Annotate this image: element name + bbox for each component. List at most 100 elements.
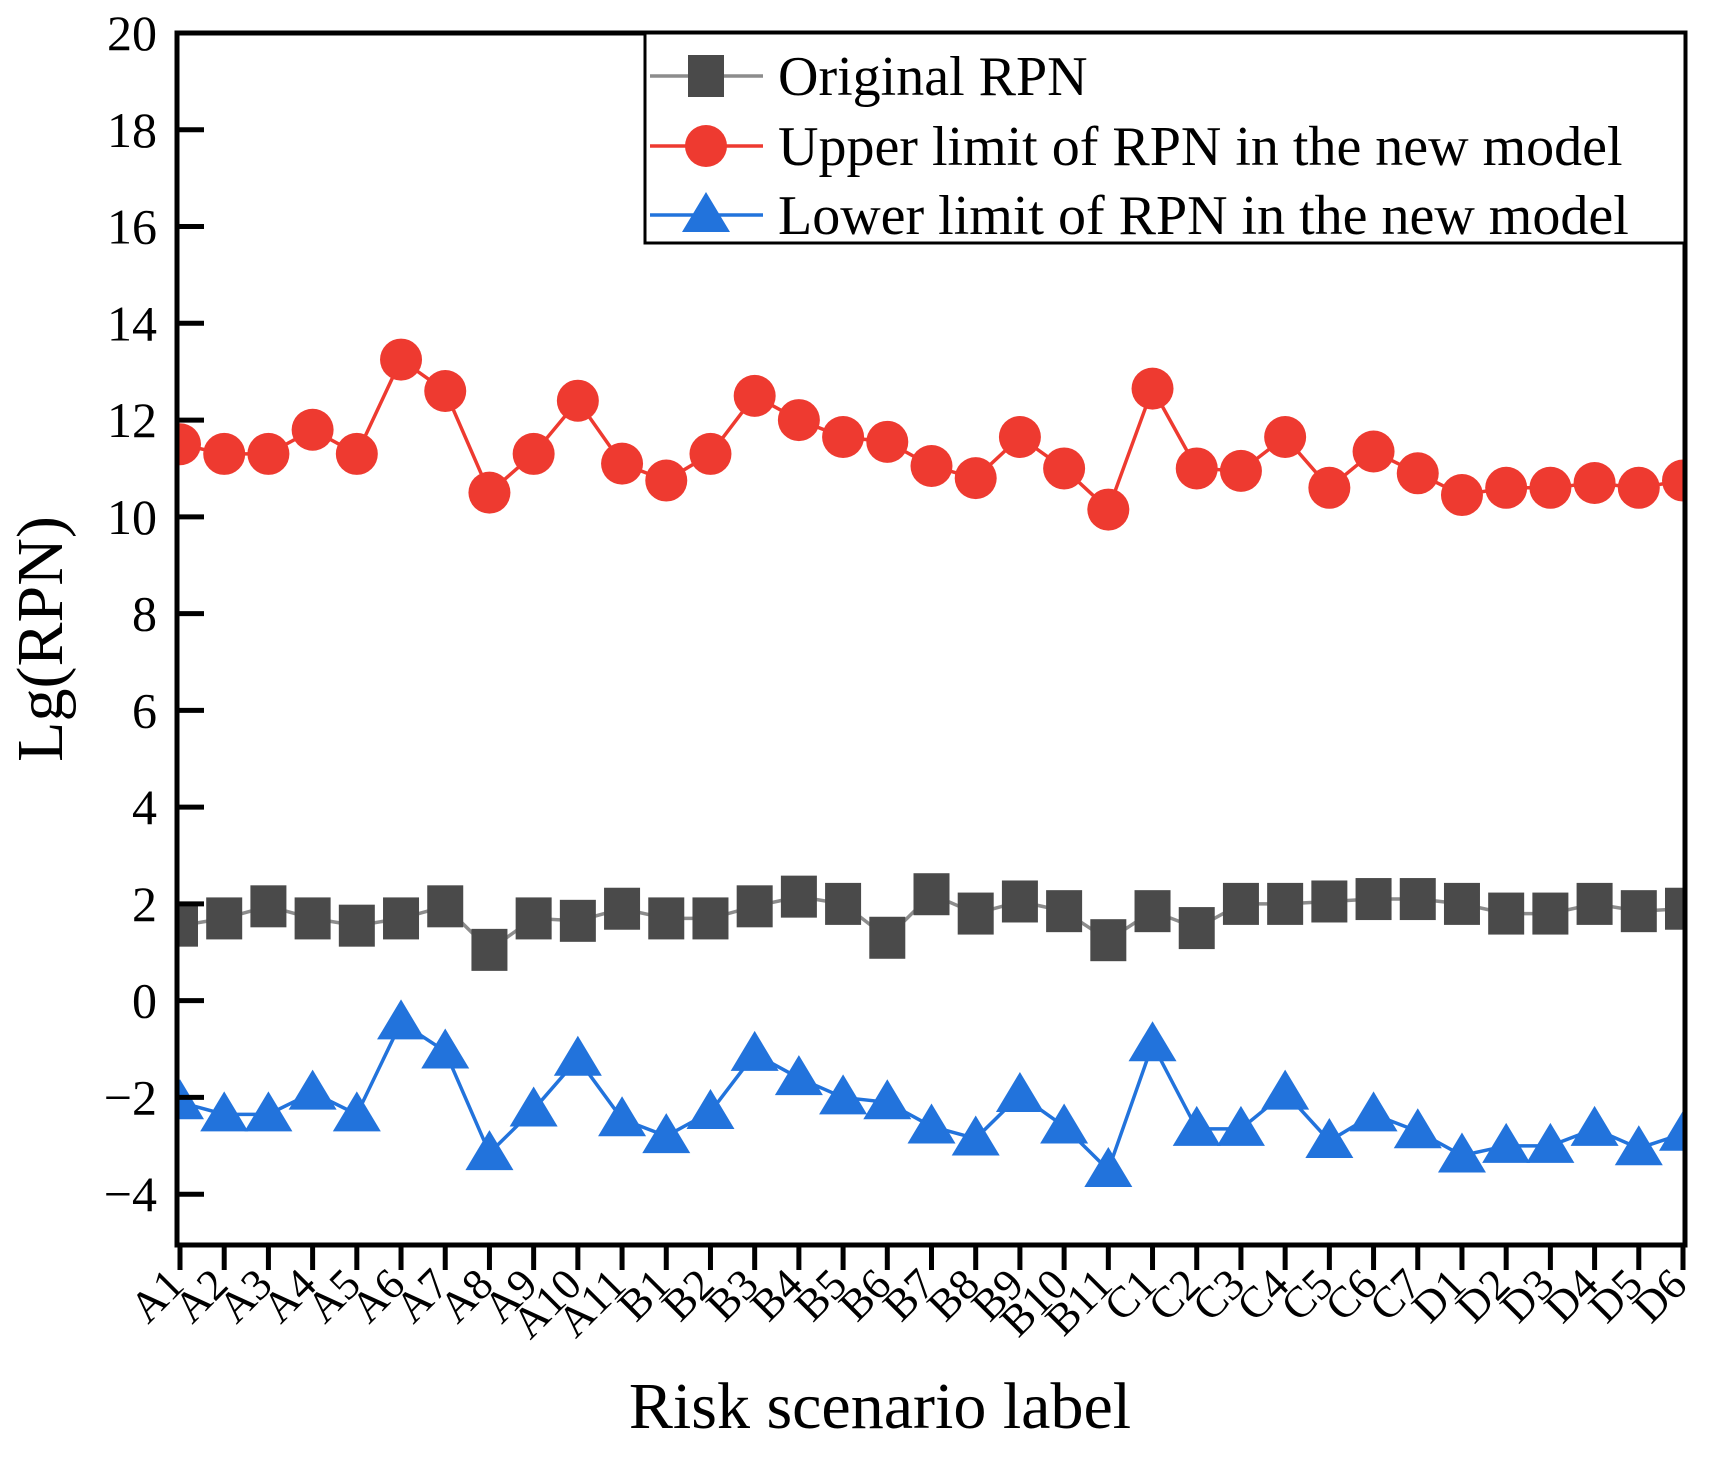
data-point-lower-limit-of-rpn-in-the-new-model-A2 xyxy=(200,1091,249,1132)
y-tick-label-8: 8 xyxy=(132,586,157,642)
data-point-lower-limit-of-rpn-in-the-new-model-D4 xyxy=(1570,1105,1619,1146)
data-point-upper-limit-of-rpn-in-the-new-model-B2 xyxy=(689,432,732,475)
data-point-upper-limit-of-rpn-in-the-new-model-D2 xyxy=(1485,466,1528,509)
data-point-lower-limit-of-rpn-in-the-new-model-A10 xyxy=(553,1035,602,1076)
data-point-original-rpn-C4 xyxy=(1267,882,1304,925)
data-point-upper-limit-of-rpn-in-the-new-model-A9 xyxy=(512,432,555,475)
data-point-original-rpn-D4 xyxy=(1576,882,1613,925)
data-point-lower-limit-of-rpn-in-the-new-model-C2 xyxy=(1172,1105,1221,1146)
data-point-upper-limit-of-rpn-in-the-new-model-B11 xyxy=(1087,488,1130,531)
data-point-upper-limit-of-rpn-in-the-new-model-C3 xyxy=(1219,449,1262,492)
data-point-original-rpn-C6 xyxy=(1355,878,1392,921)
data-point-lower-limit-of-rpn-in-the-new-model-A3 xyxy=(244,1091,293,1132)
data-point-upper-limit-of-rpn-in-the-new-model-B10 xyxy=(1043,447,1086,490)
data-point-lower-limit-of-rpn-in-the-new-model-D1 xyxy=(1437,1132,1486,1173)
legend-label-upper-limit-of-rpn-in-the-new-model: Upper limit of RPN in the new model xyxy=(778,116,1623,178)
data-point-lower-limit-of-rpn-in-the-new-model-B6 xyxy=(863,1079,912,1120)
data-point-upper-limit-of-rpn-in-the-new-model-A7 xyxy=(424,370,467,413)
data-point-original-rpn-B3 xyxy=(736,885,773,928)
y-tick-label-20: 20 xyxy=(107,5,157,61)
data-point-original-rpn-B1 xyxy=(648,897,685,940)
x-axis-ticks xyxy=(177,1245,1686,1270)
data-point-original-rpn-A5 xyxy=(338,904,375,947)
data-point-lower-limit-of-rpn-in-the-new-model-B4 xyxy=(774,1055,823,1096)
data-point-original-rpn-C3 xyxy=(1222,882,1259,925)
data-point-upper-limit-of-rpn-in-the-new-model-C7 xyxy=(1396,452,1439,495)
data-point-original-rpn-A11 xyxy=(604,887,641,930)
data-point-upper-limit-of-rpn-in-the-new-model-A2 xyxy=(203,432,246,475)
data-point-original-rpn-B2 xyxy=(692,897,729,940)
data-point-upper-limit-of-rpn-in-the-new-model-B8 xyxy=(954,457,997,500)
y-tick-label-18: 18 xyxy=(107,102,157,158)
data-point-original-rpn-D1 xyxy=(1443,882,1480,925)
data-point-lower-limit-of-rpn-in-the-new-model-B11 xyxy=(1084,1147,1133,1188)
data-point-original-rpn-C7 xyxy=(1399,878,1436,921)
data-point-lower-limit-of-rpn-in-the-new-model-A4 xyxy=(288,1069,337,1110)
data-point-upper-limit-of-rpn-in-the-new-model-A8 xyxy=(468,471,511,514)
data-point-lower-limit-of-rpn-in-the-new-model-A5 xyxy=(332,1091,381,1132)
y-tick-label-2: 2 xyxy=(132,876,157,932)
data-point-upper-limit-of-rpn-in-the-new-model-C6 xyxy=(1352,430,1395,473)
data-point-original-rpn-B5 xyxy=(825,882,862,925)
y-tick-label-14: 14 xyxy=(107,295,157,351)
legend-item-original-rpn: Original RPN xyxy=(650,46,1088,108)
data-point-original-rpn-C2 xyxy=(1178,907,1215,950)
series-layer xyxy=(177,338,1685,1188)
data-point-lower-limit-of-rpn-in-the-new-model-B1 xyxy=(642,1113,691,1154)
y-tick-label-10: 10 xyxy=(107,489,157,545)
y-axis-title: Lg(RPN) xyxy=(4,516,77,762)
data-point-upper-limit-of-rpn-in-the-new-model-B1 xyxy=(645,459,688,502)
y-tick-label--4: −4 xyxy=(104,1166,157,1222)
data-point-original-rpn-D5 xyxy=(1620,890,1657,933)
series-lower-limit-of-rpn-in-the-new-model xyxy=(177,999,1685,1188)
data-point-upper-limit-of-rpn-in-the-new-model-B7 xyxy=(910,445,953,488)
data-point-original-rpn-A7 xyxy=(427,885,464,928)
data-point-upper-limit-of-rpn-in-the-new-model-A10 xyxy=(556,379,599,422)
data-point-original-rpn-D6 xyxy=(1665,887,1685,930)
data-point-original-rpn-C5 xyxy=(1311,880,1348,923)
data-point-lower-limit-of-rpn-in-the-new-model-A11 xyxy=(598,1096,647,1137)
y-tick-label-0: 0 xyxy=(132,973,157,1029)
data-point-lower-limit-of-rpn-in-the-new-model-B5 xyxy=(819,1074,868,1115)
data-point-upper-limit-of-rpn-in-the-new-model-C1 xyxy=(1131,367,1174,410)
data-point-upper-limit-of-rpn-in-the-new-model-B9 xyxy=(998,416,1041,458)
data-point-upper-limit-of-rpn-in-the-new-model-B3 xyxy=(733,374,776,417)
data-point-upper-limit-of-rpn-in-the-new-model-B4 xyxy=(777,399,820,442)
legend-marker-circle-icon xyxy=(685,125,727,167)
data-point-lower-limit-of-rpn-in-the-new-model-A6 xyxy=(377,999,426,1040)
data-point-lower-limit-of-rpn-in-the-new-model-C3 xyxy=(1216,1105,1265,1146)
y-tick-label-16: 16 xyxy=(107,199,157,255)
data-point-lower-limit-of-rpn-in-the-new-model-A9 xyxy=(509,1086,558,1127)
y-tick-label--2: −2 xyxy=(104,1069,157,1125)
legend-item-lower-limit-of-rpn-in-the-new-model: Lower limit of RPN in the new model xyxy=(650,185,1629,247)
data-point-original-rpn-A8 xyxy=(471,928,508,971)
data-point-original-rpn-D3 xyxy=(1532,892,1569,935)
data-point-lower-limit-of-rpn-in-the-new-model-B2 xyxy=(686,1088,735,1129)
data-point-lower-limit-of-rpn-in-the-new-model-B7 xyxy=(907,1103,956,1144)
data-point-lower-limit-of-rpn-in-the-new-model-C7 xyxy=(1393,1108,1442,1149)
data-point-lower-limit-of-rpn-in-the-new-model-B9 xyxy=(995,1072,1044,1113)
data-point-upper-limit-of-rpn-in-the-new-model-C2 xyxy=(1175,447,1218,490)
data-point-upper-limit-of-rpn-in-the-new-model-A11 xyxy=(601,442,644,485)
data-point-original-rpn-B11 xyxy=(1090,919,1127,962)
data-point-lower-limit-of-rpn-in-the-new-model-C6 xyxy=(1349,1091,1398,1132)
data-point-original-rpn-D2 xyxy=(1488,892,1525,935)
y-tick-label-12: 12 xyxy=(107,392,157,448)
data-point-lower-limit-of-rpn-in-the-new-model-D6 xyxy=(1659,1110,1685,1151)
data-point-upper-limit-of-rpn-in-the-new-model-D3 xyxy=(1529,466,1572,509)
data-point-lower-limit-of-rpn-in-the-new-model-C1 xyxy=(1128,1021,1177,1062)
data-point-original-rpn-A3 xyxy=(250,885,287,928)
series-original-rpn xyxy=(177,873,1685,971)
data-point-upper-limit-of-rpn-in-the-new-model-A6 xyxy=(380,338,423,381)
data-point-upper-limit-of-rpn-in-the-new-model-A3 xyxy=(247,432,290,475)
data-point-original-rpn-B6 xyxy=(869,916,906,959)
data-point-lower-limit-of-rpn-in-the-new-model-D5 xyxy=(1614,1125,1663,1166)
data-point-upper-limit-of-rpn-in-the-new-model-D5 xyxy=(1617,466,1660,509)
data-point-original-rpn-B4 xyxy=(780,875,817,918)
data-point-lower-limit-of-rpn-in-the-new-model-B10 xyxy=(1040,1103,1089,1144)
data-point-lower-limit-of-rpn-in-the-new-model-B8 xyxy=(951,1115,1000,1156)
data-point-original-rpn-B7 xyxy=(913,873,950,916)
